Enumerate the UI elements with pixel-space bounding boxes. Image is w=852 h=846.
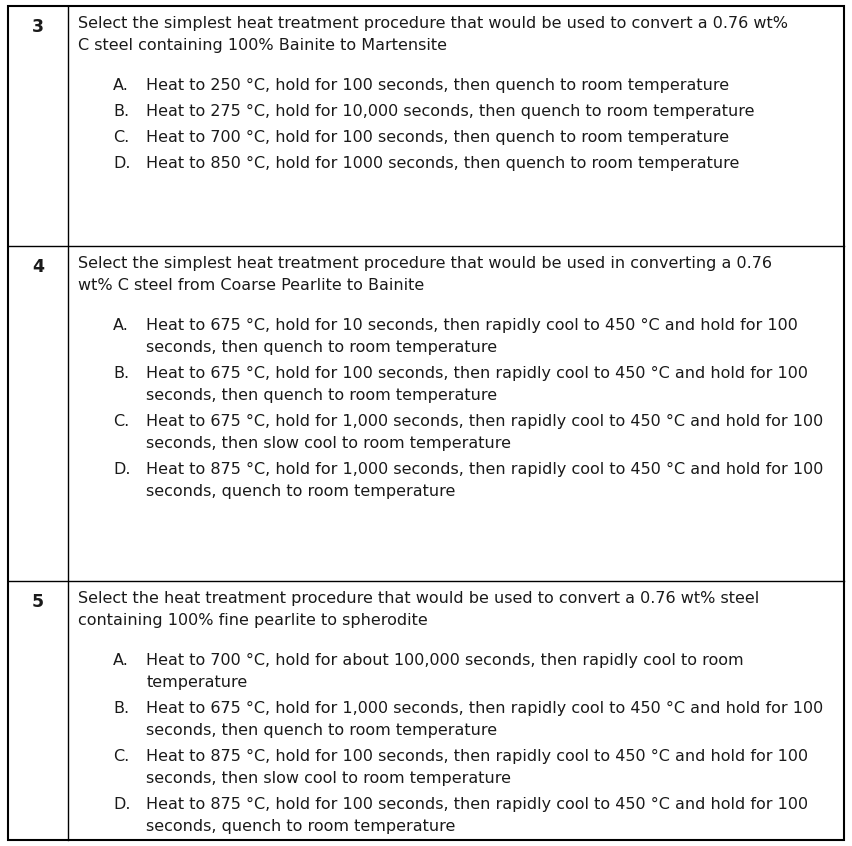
Text: Select the simplest heat treatment procedure that would be used in converting a : Select the simplest heat treatment proce… [78, 256, 772, 293]
Text: C.: C. [113, 414, 130, 429]
Text: Select the simplest heat treatment procedure that would be used to convert a 0.7: Select the simplest heat treatment proce… [78, 16, 788, 52]
Text: C.: C. [113, 749, 130, 764]
Text: D.: D. [113, 156, 130, 171]
Text: Heat to 675 °C, hold for 10 seconds, then rapidly cool to 450 °C and hold for 10: Heat to 675 °C, hold for 10 seconds, the… [147, 318, 798, 354]
Text: Heat to 675 °C, hold for 1,000 seconds, then rapidly cool to 450 °C and hold for: Heat to 675 °C, hold for 1,000 seconds, … [147, 414, 823, 451]
Text: 3: 3 [32, 18, 44, 36]
Text: A.: A. [113, 318, 129, 333]
Text: D.: D. [113, 797, 130, 812]
Text: Heat to 700 °C, hold for about 100,000 seconds, then rapidly cool to room
temper: Heat to 700 °C, hold for about 100,000 s… [147, 653, 744, 689]
Text: Heat to 275 °C, hold for 10,000 seconds, then quench to room temperature: Heat to 275 °C, hold for 10,000 seconds,… [147, 104, 755, 119]
Text: 5: 5 [32, 593, 44, 611]
Text: A.: A. [113, 78, 129, 93]
Text: Heat to 875 °C, hold for 100 seconds, then rapidly cool to 450 °C and hold for 1: Heat to 875 °C, hold for 100 seconds, th… [147, 797, 809, 833]
Text: Heat to 250 °C, hold for 100 seconds, then quench to room temperature: Heat to 250 °C, hold for 100 seconds, th… [147, 78, 729, 93]
Text: Heat to 850 °C, hold for 1000 seconds, then quench to room temperature: Heat to 850 °C, hold for 1000 seconds, t… [147, 156, 740, 171]
Text: 4: 4 [32, 258, 44, 276]
Text: Heat to 675 °C, hold for 100 seconds, then rapidly cool to 450 °C and hold for 1: Heat to 675 °C, hold for 100 seconds, th… [147, 366, 809, 403]
Text: Heat to 675 °C, hold for 1,000 seconds, then rapidly cool to 450 °C and hold for: Heat to 675 °C, hold for 1,000 seconds, … [147, 701, 823, 738]
Text: D.: D. [113, 462, 130, 477]
Text: A.: A. [113, 653, 129, 668]
Text: B.: B. [113, 104, 130, 119]
Text: Select the heat treatment procedure that would be used to convert a 0.76 wt% ste: Select the heat treatment procedure that… [78, 591, 759, 628]
Text: C.: C. [113, 130, 130, 145]
Text: Heat to 875 °C, hold for 1,000 seconds, then rapidly cool to 450 °C and hold for: Heat to 875 °C, hold for 1,000 seconds, … [147, 462, 824, 498]
Text: B.: B. [113, 701, 130, 716]
Text: Heat to 700 °C, hold for 100 seconds, then quench to room temperature: Heat to 700 °C, hold for 100 seconds, th… [147, 130, 729, 145]
Text: B.: B. [113, 366, 130, 381]
Text: Heat to 875 °C, hold for 100 seconds, then rapidly cool to 450 °C and hold for 1: Heat to 875 °C, hold for 100 seconds, th… [147, 749, 809, 786]
